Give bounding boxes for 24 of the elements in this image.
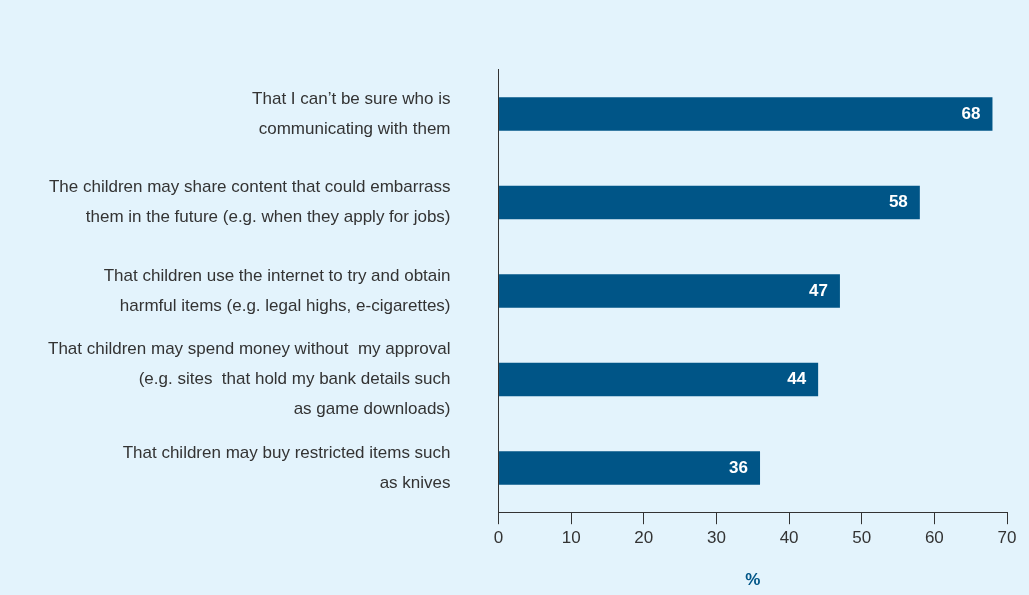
bar xyxy=(499,451,761,485)
data-label: 47 xyxy=(809,280,828,300)
x-tick-label: 60 xyxy=(924,528,944,548)
bar xyxy=(499,97,993,131)
data-label: 58 xyxy=(888,192,908,212)
x-tick-label: 70 xyxy=(997,528,1017,548)
x-axis-title: % xyxy=(745,570,761,590)
x-tick-label: 40 xyxy=(779,528,799,548)
bar xyxy=(499,274,840,308)
data-label: 68 xyxy=(961,103,981,123)
y-tick-label: That children may buy restricted items such as knives xyxy=(122,442,451,492)
x-tick-label: 30 xyxy=(706,528,726,548)
bar xyxy=(499,362,819,397)
y-tick-label: That I can’t be sure who is communicating with them xyxy=(252,88,451,138)
data-label: 36 xyxy=(729,457,749,477)
x-tick-label: 20 xyxy=(634,528,654,548)
data-label: 44 xyxy=(787,369,807,389)
bar xyxy=(499,185,920,220)
x-tick-label: 10 xyxy=(561,528,581,548)
x-tick-label: 50 xyxy=(852,528,872,548)
y-tick-label: That children use the internet to try and obtain harmful items (e.g. legal highs, e-cigarettes) xyxy=(103,265,451,315)
y-tick-label: The children may share content that could embarrass them in the future (e.g. when they apply for jobs) xyxy=(48,177,451,227)
x-tick-label: 0 xyxy=(493,528,504,548)
y-tick-label: That children may spend money without my approval (e.g. sites that hold my bank details such as game downloads) xyxy=(48,339,451,418)
